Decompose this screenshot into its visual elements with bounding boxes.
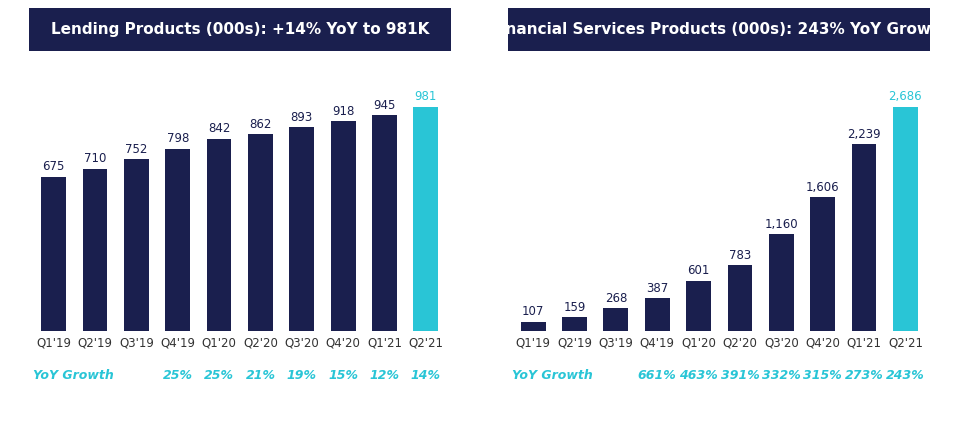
Text: 918: 918 (332, 105, 355, 118)
Text: 315%: 315% (804, 369, 842, 382)
Text: 752: 752 (125, 143, 148, 156)
Text: Lending Products (000s): +14% YoY to 981K: Lending Products (000s): +14% YoY to 981… (51, 22, 429, 37)
Text: 981: 981 (414, 90, 437, 103)
Bar (290, 127, 315, 331)
Text: 25%: 25% (163, 369, 193, 382)
Text: 1,160: 1,160 (764, 218, 798, 231)
Bar (331, 121, 356, 331)
Text: 661%: 661% (638, 369, 676, 382)
Text: 710: 710 (83, 152, 106, 165)
Bar (41, 177, 66, 331)
Text: 19%: 19% (287, 369, 316, 382)
Text: 25%: 25% (204, 369, 234, 382)
Text: 268: 268 (604, 292, 627, 305)
Bar (562, 318, 587, 331)
Bar (603, 308, 628, 331)
Text: 387: 387 (646, 282, 668, 295)
Text: YoY Growth: YoY Growth (33, 369, 114, 382)
Text: 107: 107 (522, 305, 545, 318)
Text: 273%: 273% (845, 369, 883, 382)
Text: 15%: 15% (328, 369, 358, 382)
Bar (248, 134, 273, 331)
Bar (644, 298, 669, 331)
Bar (852, 144, 877, 331)
Text: 463%: 463% (679, 369, 718, 382)
Bar (165, 148, 190, 331)
Text: 945: 945 (373, 99, 396, 112)
Text: 601: 601 (688, 264, 710, 277)
Bar (810, 197, 835, 331)
Text: Financial Services Products (000s): 243% YoY Growth: Financial Services Products (000s): 243%… (490, 22, 948, 37)
Text: 21%: 21% (246, 369, 275, 382)
Text: 798: 798 (167, 132, 189, 145)
Bar (893, 107, 918, 331)
Bar (413, 107, 438, 331)
Bar (521, 322, 546, 331)
Text: 1,606: 1,606 (806, 181, 839, 193)
Bar (769, 234, 794, 331)
Text: 14%: 14% (410, 369, 441, 382)
Bar (728, 265, 753, 331)
Text: 2,686: 2,686 (889, 90, 923, 103)
Text: YoY Growth: YoY Growth (512, 369, 594, 382)
Text: 391%: 391% (720, 369, 760, 382)
Bar (82, 169, 107, 331)
Bar (372, 115, 397, 331)
Text: 783: 783 (729, 249, 751, 262)
Text: 2,239: 2,239 (847, 128, 881, 141)
Text: 842: 842 (208, 122, 230, 135)
Bar (686, 281, 711, 331)
Bar (206, 139, 231, 331)
Text: 862: 862 (249, 117, 271, 131)
Text: 332%: 332% (762, 369, 801, 382)
Text: 675: 675 (42, 160, 65, 173)
Bar (124, 159, 149, 331)
Text: 243%: 243% (886, 369, 924, 382)
Text: 159: 159 (563, 301, 586, 314)
Text: 893: 893 (291, 111, 313, 123)
Text: 12%: 12% (369, 369, 400, 382)
